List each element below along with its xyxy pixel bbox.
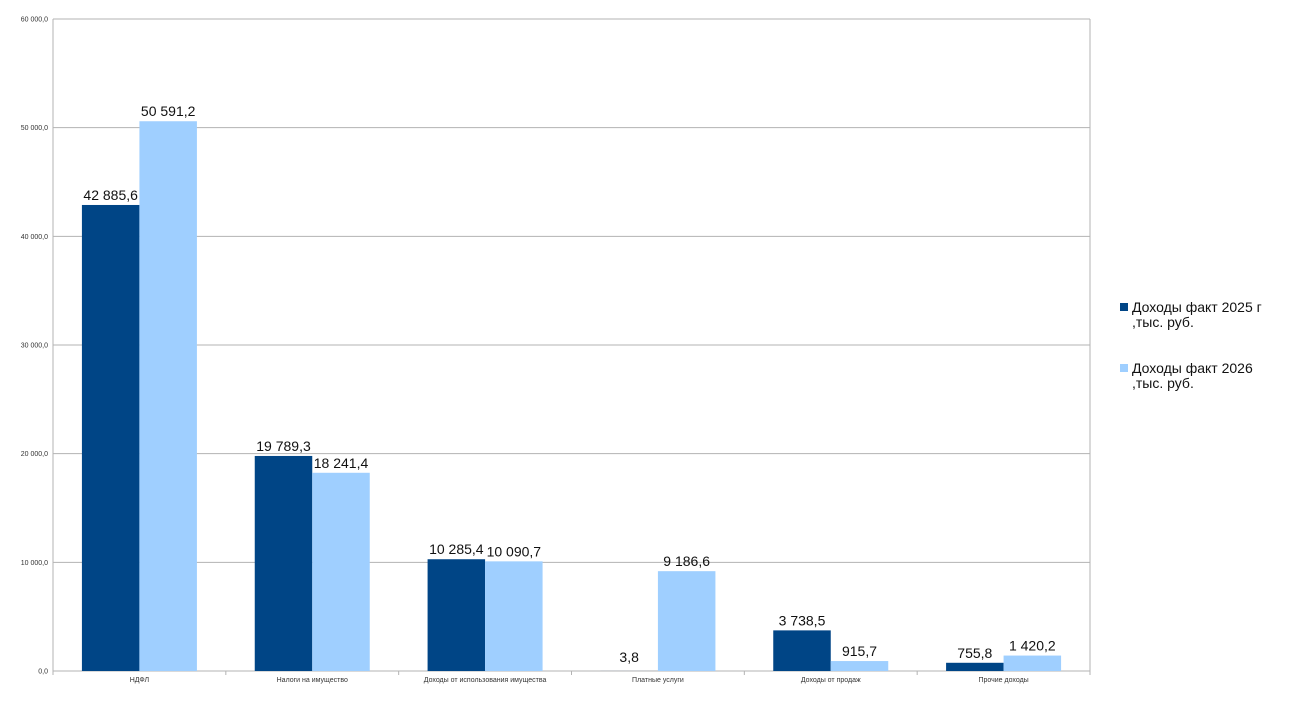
- bar: [81, 204, 140, 671]
- x-tick-label: Доходы от продаж: [801, 677, 861, 684]
- x-tick-label: Налоги на имущество: [277, 677, 348, 684]
- bar: [254, 455, 313, 671]
- data-label: 1 420,2: [1009, 638, 1056, 654]
- legend: Доходы факт 2025 г ,тыс. руб. Доходы фак…: [1120, 300, 1295, 422]
- data-label: 3 738,5: [779, 612, 826, 628]
- x-tick-label: Платные услуги: [632, 677, 684, 684]
- legend-swatch-2026: [1120, 364, 1128, 372]
- data-label: 10 090,7: [487, 543, 542, 559]
- data-label: 50 591,2: [141, 103, 196, 119]
- bar: [139, 121, 197, 671]
- x-tick-label: НДФЛ: [130, 677, 150, 684]
- bar: [657, 571, 716, 671]
- y-tick-label: 10 000,0: [21, 560, 48, 567]
- x-tick-label: Прочие доходы: [978, 677, 1028, 684]
- bar: [1003, 655, 1062, 671]
- bar: [427, 559, 486, 671]
- legend-item-2025: Доходы факт 2025 г ,тыс. руб.: [1120, 300, 1295, 330]
- y-tick-label: 0,0: [38, 669, 48, 676]
- legend-label-2025: Доходы факт 2025 г ,тыс. руб.: [1132, 299, 1262, 330]
- bar: [312, 472, 370, 671]
- data-label: 3,8: [619, 649, 639, 665]
- x-tick-label: Доходы от использования имущества: [424, 677, 547, 684]
- legend-swatch-2025: [1120, 303, 1128, 311]
- bar: [946, 662, 1004, 671]
- y-tick-label: 60 000,0: [21, 17, 48, 24]
- bar: [830, 661, 889, 671]
- bar: [773, 630, 831, 671]
- data-label: 915,7: [842, 643, 877, 659]
- data-label: 755,8: [957, 645, 992, 661]
- data-label: 9 186,6: [663, 553, 710, 569]
- data-label: 10 285,4: [429, 541, 484, 557]
- legend-item-2026: Доходы факт 2026 ,тыс. руб.: [1120, 361, 1295, 391]
- y-tick-label: 20 000,0: [21, 451, 48, 458]
- y-tick-label: 50 000,0: [21, 125, 48, 132]
- y-tick-label: 30 000,0: [21, 343, 48, 350]
- data-label: 19 789,3: [256, 438, 311, 454]
- y-tick-label: 40 000,0: [21, 234, 48, 241]
- data-label: 18 241,4: [314, 455, 369, 471]
- legend-label-2026: Доходы факт 2026 ,тыс. руб.: [1132, 360, 1253, 391]
- bar: [485, 561, 543, 671]
- data-label: 42 885,6: [83, 187, 138, 203]
